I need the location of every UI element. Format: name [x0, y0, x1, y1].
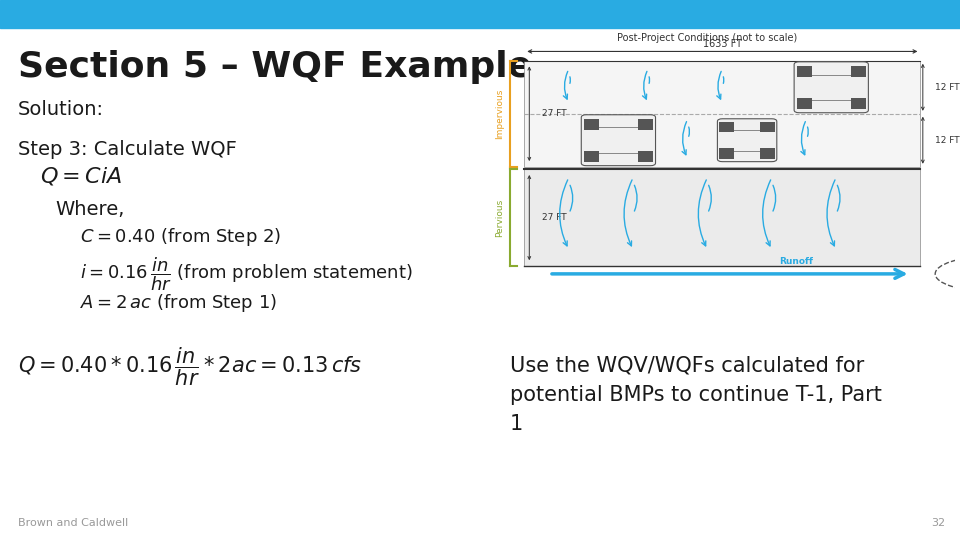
Bar	[760, 148, 776, 159]
Bar	[797, 98, 811, 109]
Text: Where,: Where,	[55, 200, 125, 219]
Text: Impervious: Impervious	[495, 89, 505, 139]
Bar	[851, 98, 866, 109]
Text: 27 FT: 27 FT	[541, 109, 566, 118]
Text: $A = 2\,ac$ (from Step 1): $A = 2\,ac$ (from Step 1)	[80, 292, 277, 314]
Text: Pervious: Pervious	[495, 199, 505, 237]
Text: 1633 FT: 1633 FT	[703, 39, 742, 49]
Bar	[524, 170, 921, 266]
Text: 12 FT: 12 FT	[935, 136, 960, 145]
Text: Solution:: Solution:	[18, 100, 104, 119]
FancyBboxPatch shape	[581, 115, 656, 166]
Text: $Q = CiA$: $Q = CiA$	[40, 165, 122, 187]
FancyBboxPatch shape	[717, 119, 777, 161]
Bar	[719, 122, 733, 132]
Text: Runoff: Runoff	[780, 257, 814, 266]
Bar	[851, 66, 866, 77]
Bar	[584, 151, 599, 161]
Text: Use the WQV/WQFs calculated for
potential BMPs to continue T-1, Part
1: Use the WQV/WQFs calculated for potentia…	[510, 355, 882, 434]
Bar	[638, 119, 653, 130]
Text: 27 FT: 27 FT	[541, 213, 566, 222]
Text: Post-Project Conditions (not to scale): Post-Project Conditions (not to scale)	[617, 33, 798, 43]
Text: $Q = 0.40 * 0.16\,\dfrac{in}{hr} * 2ac = 0.13\,cfs$: $Q = 0.40 * 0.16\,\dfrac{in}{hr} * 2ac =…	[18, 345, 362, 388]
Bar	[760, 122, 776, 132]
Bar	[0, 0, 960, 28]
Text: $C = 0.40$ (from Step 2): $C = 0.40$ (from Step 2)	[80, 226, 281, 248]
Text: $i = 0.16\,\dfrac{in}{hr}$ (from problem statement): $i = 0.16\,\dfrac{in}{hr}$ (from problem…	[80, 255, 413, 293]
Text: Section 5 – WQF Example: Section 5 – WQF Example	[18, 50, 532, 84]
Bar	[719, 148, 733, 159]
Text: Brown and Caldwell: Brown and Caldwell	[18, 518, 129, 528]
Text: 32: 32	[931, 518, 945, 528]
Bar	[584, 119, 599, 130]
Text: 12 FT: 12 FT	[935, 83, 960, 92]
Ellipse shape	[935, 256, 960, 291]
Bar	[524, 61, 921, 167]
FancyBboxPatch shape	[794, 62, 869, 113]
Bar	[638, 151, 653, 161]
Bar	[797, 66, 811, 77]
Text: Step 3: Calculate WQF: Step 3: Calculate WQF	[18, 140, 237, 159]
